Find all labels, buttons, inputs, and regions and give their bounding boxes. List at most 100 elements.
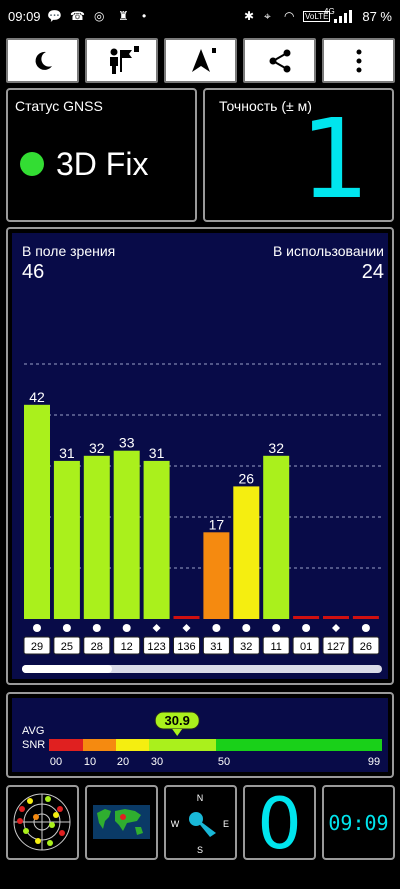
- map-mode-button[interactable]: [85, 38, 158, 83]
- gnss-status-panel[interactable]: Статус GNSS 3D Fix: [6, 88, 197, 222]
- accuracy-panel[interactable]: Точность (± м) 1: [203, 88, 394, 222]
- dot-icon: •: [142, 9, 147, 23]
- record-icon: ◎: [94, 9, 105, 23]
- snr-scale-segment: [216, 739, 382, 751]
- snr-bar: [233, 486, 260, 619]
- snr-bar: [263, 455, 290, 619]
- lock-icon: ♜: [118, 9, 129, 23]
- share-button[interactable]: [243, 38, 316, 83]
- world-map-icon: [93, 805, 150, 839]
- constellation-circle-icon: [272, 624, 281, 632]
- snr-scale-area: AVG SNR: [12, 698, 388, 772]
- moon-icon: [35, 51, 52, 70]
- navigation-button[interactable]: [164, 38, 237, 83]
- status-bar: 09:09 💬 ☎ ◎ ♜ • ✱ ⌖ ◠ VoLTE 4G 87 %: [0, 0, 400, 34]
- compass-button[interactable]: N E S W: [164, 785, 237, 860]
- svg-text:E: E: [223, 819, 229, 829]
- snr-bar-label: 31: [59, 445, 75, 461]
- constellation-circle-icon: [92, 624, 101, 632]
- snr-bar: [173, 616, 200, 619]
- more-vert-icon: [356, 49, 361, 72]
- satellite-id-tag: [292, 636, 320, 655]
- constellation-diamond-icon: [152, 624, 161, 632]
- constellation-circle-icon: [122, 624, 131, 632]
- satellite-id-tag: [262, 636, 290, 655]
- snr-bar-label: 33: [119, 435, 135, 451]
- snr-tick-label: 20: [117, 756, 129, 768]
- fix-indicator-icon: [20, 152, 44, 176]
- svg-text:W: W: [171, 819, 180, 829]
- satellite-id-label: 136: [177, 641, 195, 653]
- satellite-id-label: 11: [270, 641, 281, 653]
- arrow-icon: [191, 47, 216, 72]
- status-time: 09:09: [8, 9, 41, 24]
- constellation-circle-icon: [62, 624, 71, 632]
- satellite-id-tag: [352, 636, 380, 655]
- chart-scrollbar-thumb[interactable]: [22, 665, 112, 673]
- satellite-id-label: 12: [121, 641, 133, 653]
- svg-text:N: N: [197, 793, 204, 803]
- constellation-circle-icon: [242, 624, 251, 632]
- svg-text:S: S: [197, 845, 203, 855]
- location-icon: ⌖: [264, 9, 271, 23]
- satellite-id-tag: [322, 636, 350, 655]
- snr-scale: 00 10 20 30 50 99 30.9: [49, 711, 382, 768]
- network-type: 4G: [324, 7, 335, 16]
- satellite-id-label: 29: [31, 641, 43, 653]
- snr-bar: [53, 460, 80, 619]
- constellation-circle-icon: [361, 624, 370, 632]
- more-button[interactable]: [322, 38, 395, 83]
- snr-bar-chart: 42 29 31 25 32 28 33 12 31 123 136 17 31 26 32 32 11 01 12…: [22, 363, 382, 673]
- satellite-id-label: 123: [147, 641, 165, 653]
- snr-average-panel[interactable]: AVG SNR 00 10 20 30 50 99 30.9: [6, 692, 394, 778]
- satellites-used-button[interactable]: 0: [243, 783, 316, 865]
- snr-bar: [293, 616, 320, 619]
- in-view-label: В поле зрения: [22, 243, 116, 259]
- snr-bar-label: 32: [268, 440, 284, 456]
- wifi-icon: ◠: [284, 9, 295, 23]
- satellite-id-tag: [113, 636, 141, 655]
- night-mode-button[interactable]: [6, 38, 79, 83]
- person-flag-icon: [109, 45, 139, 74]
- snr-bar-label: 17: [209, 516, 225, 532]
- satellite-id-label: 28: [91, 641, 103, 653]
- snr-scale-segment: [116, 739, 149, 751]
- snr-scale-segment: [49, 739, 83, 751]
- gnss-fix-status: 3D Fix: [56, 146, 149, 182]
- snr-bar: [203, 532, 230, 619]
- chat-icon: 💬: [47, 9, 62, 23]
- satellite-id-tag: [173, 636, 200, 655]
- in-use-value: 24: [361, 261, 384, 283]
- snr-bar: [83, 455, 110, 619]
- clock-value: 09:09: [328, 811, 389, 835]
- snr-bar-label: 31: [149, 445, 165, 461]
- satellite-id-label: 26: [360, 641, 372, 653]
- snr-bar-label: 42: [29, 389, 45, 405]
- satellites-panel[interactable]: В поле зрения 46 В использовании 24 42 29…: [6, 227, 394, 685]
- constellation-diamond-icon: [182, 624, 191, 632]
- radar-view-button[interactable]: [6, 785, 79, 860]
- snr-tick-label: 50: [218, 756, 230, 768]
- satellite-id-tag: [143, 636, 171, 655]
- bluetooth-icon: ✱: [244, 9, 255, 23]
- snr-bar-label: 26: [239, 470, 255, 486]
- share-icon: [269, 49, 290, 72]
- chart-scrollbar[interactable]: [22, 665, 382, 673]
- signal-icon: [334, 10, 352, 23]
- satellite-id-label: 01: [300, 641, 312, 653]
- satellite-id-tag: [202, 636, 230, 655]
- snr-scale-segment: [83, 739, 116, 751]
- snr-scale-segment: [149, 739, 216, 751]
- accuracy-value: 1: [300, 95, 370, 223]
- snr-bar-label: 32: [89, 440, 105, 456]
- snr-label: SNR: [22, 739, 46, 751]
- clock-button[interactable]: 09:09: [322, 785, 395, 860]
- snr-tick-label: 00: [50, 756, 62, 768]
- gnss-status-label: Статус GNSS: [15, 98, 103, 114]
- snr-bar: [143, 460, 170, 619]
- snr-pointer-icon: [172, 729, 183, 736]
- accuracy-label: Точность (± м): [219, 98, 312, 114]
- compass-icon: N E S W: [171, 793, 229, 855]
- map-view-button[interactable]: [85, 785, 158, 860]
- snr-bar: [24, 404, 50, 619]
